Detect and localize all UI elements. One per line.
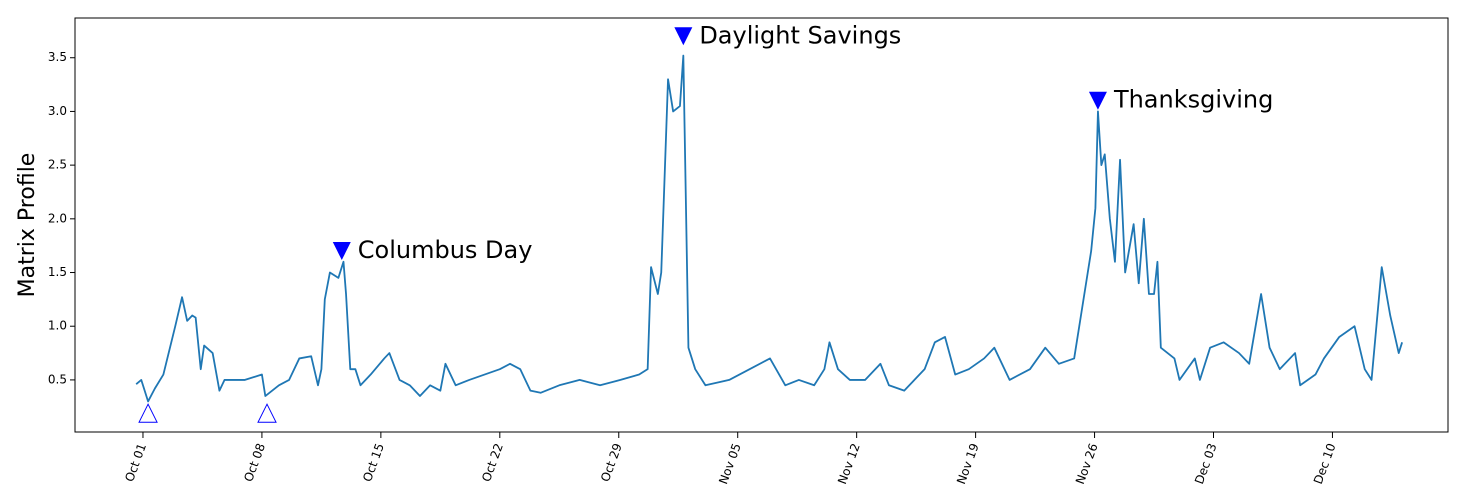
- x-tick-label: Dec 10: [1311, 441, 1339, 486]
- annotation-marker: [138, 403, 158, 423]
- annotation-label: Columbus Day: [358, 236, 533, 264]
- y-tick-label: 1.5: [48, 265, 67, 279]
- x-tick-label: Nov 05: [716, 441, 744, 486]
- y-axis-label: Matrix Profile: [15, 153, 40, 298]
- annotation-marker: [1088, 91, 1107, 110]
- annotation-marker: [257, 403, 277, 423]
- x-tick-label: Nov 19: [954, 441, 982, 486]
- y-tick-label: 2.5: [48, 158, 67, 172]
- x-tick-label: Nov 12: [835, 441, 863, 486]
- x-tick-label: Oct 22: [479, 441, 506, 483]
- y-tick-label: 2.0: [48, 211, 67, 225]
- y-tick-label: 1.0: [48, 319, 67, 333]
- y-tick-label: 3.5: [48, 50, 67, 64]
- x-tick-label: Oct 15: [360, 441, 387, 483]
- annotation-marker: [332, 242, 351, 261]
- annotation-label: Thanksgiving: [1113, 86, 1273, 114]
- y-tick-label: 3.0: [48, 104, 67, 118]
- data-line: [135, 54, 1403, 403]
- x-tick-label: Nov 26: [1073, 441, 1101, 486]
- annotation-label: Daylight Savings: [699, 21, 901, 49]
- x-tick-label: Oct 29: [598, 441, 625, 483]
- annotation-marker: [674, 27, 693, 46]
- x-tick-label: Oct 01: [122, 441, 149, 483]
- y-tick-label: 0.5: [48, 372, 67, 386]
- plot-frame: [74, 17, 1449, 433]
- x-tick-label: Dec 03: [1192, 441, 1220, 486]
- x-tick-label: Oct 08: [241, 441, 268, 483]
